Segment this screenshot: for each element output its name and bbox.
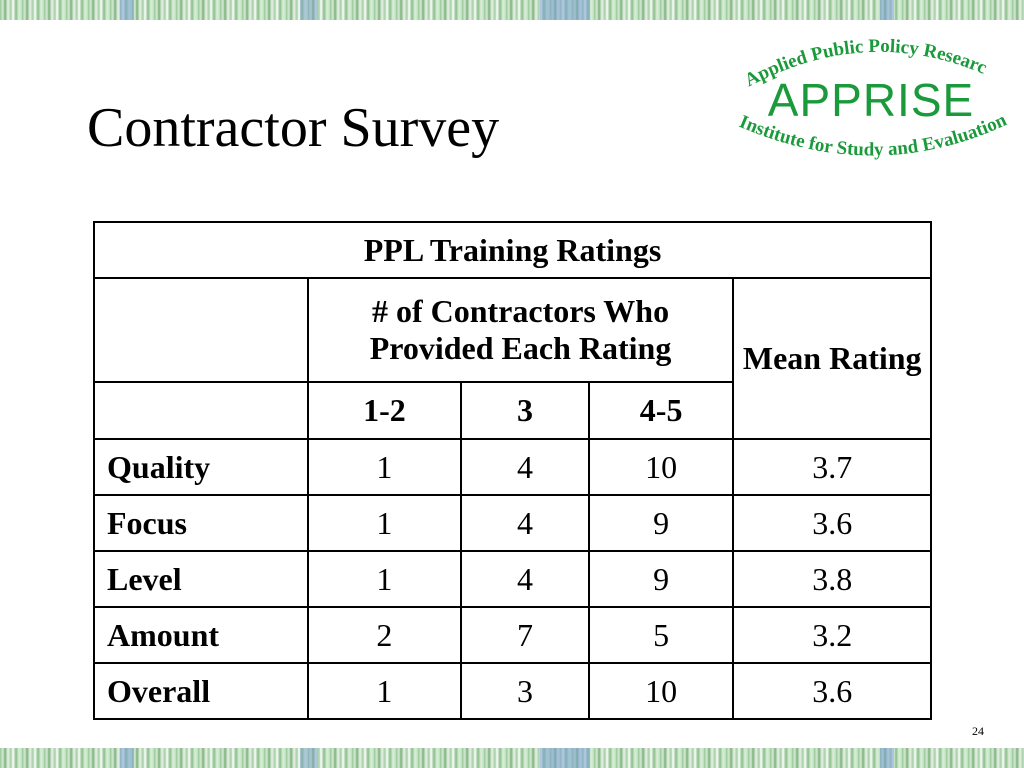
row-label: Level	[93, 550, 309, 608]
mean-cell: 3.2	[732, 606, 932, 664]
table-row: Level 1 4 9 3.8	[93, 550, 932, 608]
table-row: Focus 1 4 9 3.6	[93, 494, 932, 552]
logo-name: APPRISE	[768, 74, 974, 126]
mean-rating-header: Mean Rating	[732, 277, 932, 440]
table-cell: 3	[460, 662, 590, 720]
table-cell: 4	[460, 494, 590, 552]
table-cell: 4	[460, 438, 590, 496]
column-header: 3	[460, 381, 590, 440]
table-cell: 5	[587, 606, 735, 664]
table-cell: 10	[587, 662, 735, 720]
group-header: # of Contractors Who Provided Each Ratin…	[306, 277, 735, 383]
table-cell: 1	[306, 494, 463, 552]
table-cell: 7	[460, 606, 590, 664]
table-cell: 1	[306, 438, 463, 496]
column-header: 1-2	[306, 381, 463, 440]
table-row: Overall 1 3 10 3.6	[93, 662, 932, 720]
table-cell: 10	[587, 438, 735, 496]
table-caption: PPL Training Ratings	[93, 221, 932, 279]
ratings-table: PPL Training Ratings # of Contractors Wh…	[93, 221, 932, 720]
decorative-border-top	[0, 0, 1024, 20]
table-cell: 1	[306, 662, 463, 720]
table-cell: 9	[587, 550, 735, 608]
mean-cell: 3.6	[732, 494, 932, 552]
apprise-logo: Applied Public Policy Research APPRISE I…	[726, 26, 1010, 161]
row-label: Amount	[93, 606, 309, 664]
mean-cell: 3.7	[732, 438, 932, 496]
row-label: Quality	[93, 438, 309, 496]
table-cell: 4	[460, 550, 590, 608]
slide-title: Contractor Survey	[87, 97, 500, 159]
table-cell: 1	[306, 550, 463, 608]
row-label: Overall	[93, 662, 309, 720]
table-cell: 9	[587, 494, 735, 552]
table-row: Amount 2 7 5 3.2	[93, 606, 932, 664]
empty-header-cell	[93, 277, 309, 383]
mean-cell: 3.8	[732, 550, 932, 608]
decorative-border-bottom	[0, 748, 1024, 768]
column-header: 4-5	[587, 381, 735, 440]
row-label: Focus	[93, 494, 309, 552]
empty-header-cell	[93, 381, 309, 440]
table-cell: 2	[306, 606, 463, 664]
page-number: 24	[972, 724, 984, 738]
table-row: Quality 1 4 10 3.7	[93, 438, 932, 496]
mean-cell: 3.6	[732, 662, 932, 720]
